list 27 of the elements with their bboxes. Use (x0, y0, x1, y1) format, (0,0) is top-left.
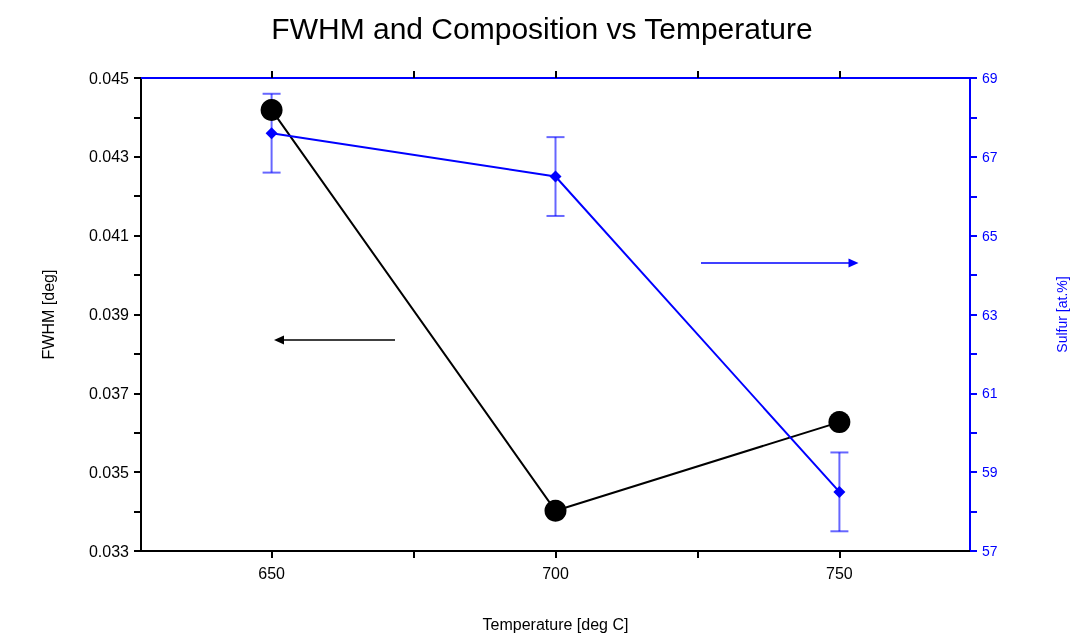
y2-tick-label: 65 (982, 227, 998, 244)
y-tick-label: 0.035 (88, 463, 130, 481)
y-tick-label: 0.041 (88, 227, 130, 245)
x-axis-title: Temperature [deg C] (482, 615, 629, 633)
y2-tick-label: 61 (982, 385, 998, 402)
point (833, 485, 846, 498)
point (544, 499, 567, 522)
point (260, 98, 283, 121)
y2-axis-title: Sulfur [at.%] (1054, 276, 1070, 353)
x-tick-label: 700 (542, 564, 569, 582)
y2-tick-label: 69 (982, 70, 998, 86)
y-tick-label: 0.045 (88, 69, 130, 87)
point (549, 170, 562, 183)
x-tick-label: 650 (258, 564, 286, 582)
y-axis-title: FWHM [deg] (39, 269, 57, 360)
chart-title: FWHM and Composition vs Temperature (271, 11, 813, 45)
y2-tick-label: 63 (982, 306, 998, 323)
point (265, 127, 278, 140)
y2-tick-label: 57 (982, 543, 998, 559)
y-tick-label: 0.039 (88, 306, 130, 323)
y-tick-label: 0.033 (88, 542, 130, 560)
y-tick-label: 0.037 (88, 384, 130, 402)
y2-tick-label: 67 (982, 148, 998, 165)
x-tick-label: 750 (826, 564, 853, 582)
y-tick-label: 0.043 (88, 148, 130, 166)
y2-tick-label: 59 (982, 464, 998, 481)
point (828, 411, 851, 434)
